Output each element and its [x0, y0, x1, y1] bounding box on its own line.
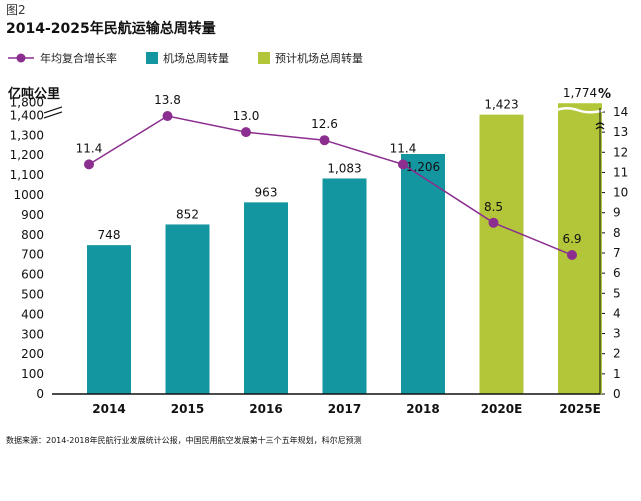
bar-value-label: 1,206: [406, 160, 440, 174]
bar-value-label: 748: [98, 228, 121, 242]
growth-line: 11.4 13.8 13.0 12.6 11.4 8.5 6.9: [76, 93, 582, 261]
growth-value-label: 6.9: [562, 232, 581, 246]
left-tick-label: 1,300: [10, 128, 44, 142]
bar: [165, 224, 210, 394]
right-tick-label: 6: [613, 266, 621, 280]
x-tick-label: 2014: [92, 402, 125, 416]
source-note: 数据来源：2014-2018年民航行业发展统计公报，中国民用航空发展第十三个五年…: [6, 435, 362, 445]
left-axis-ticks: 0 100 200 300 400 500 600 700 800 900 1000 1,100 1,2…: [10, 95, 44, 401]
left-tick-label: 1000: [13, 188, 44, 202]
growth-point: [162, 111, 173, 122]
bars: [87, 103, 605, 395]
left-tick-label: 1,100: [10, 168, 44, 182]
bar: [322, 178, 367, 394]
legend-forecast-swatch: [258, 52, 270, 64]
axes: [43, 106, 605, 395]
bar-value-label: 1,083: [327, 161, 361, 175]
growth-point: [241, 127, 251, 138]
bar-value-label: 963: [255, 185, 278, 199]
figure-label: 图2: [6, 3, 26, 17]
left-axis-title: 亿吨公里: [8, 86, 60, 102]
legend-line-marker: [16, 53, 26, 63]
x-tick-label: 2018: [406, 402, 439, 416]
left-tick-label: 1,400: [10, 108, 44, 122]
right-tick-label: 0: [613, 387, 621, 401]
left-tick-label: 700: [21, 248, 44, 262]
left-tick-label: 1,800: [10, 95, 44, 109]
left-axis-break: [43, 106, 63, 119]
x-axis-ticks: 2014 2015 2016 2017 2018 2020E 2025E: [92, 402, 601, 416]
x-tick-label: 2025E: [559, 402, 601, 416]
left-tick-label: 0: [36, 387, 44, 401]
right-tick-label: 9: [613, 206, 621, 220]
legend-label: 预计机场总周转量: [275, 51, 363, 65]
right-tick-label: 8: [613, 226, 621, 240]
bar-value-label: 1,774: [563, 86, 597, 100]
left-tick-label: 100: [21, 367, 44, 381]
bar: [558, 103, 602, 395]
bar-labels: 748 852 963 1,083 1,206 1,423 1,774: [98, 86, 598, 242]
bar-value-label: 852: [176, 207, 199, 221]
x-tick-label: 2017: [328, 402, 361, 416]
left-tick-label: 900: [21, 208, 44, 222]
right-tick-label: 4: [613, 306, 621, 320]
x-tick-label: 2015: [171, 402, 204, 416]
left-tick-label: 200: [21, 347, 44, 361]
right-axis-break: [595, 122, 605, 130]
bar: [87, 245, 131, 394]
left-tick-label: 800: [21, 228, 44, 242]
chart-title: 2014-2025年民航运输总周转量: [6, 20, 216, 37]
left-tick-label: 1,200: [10, 148, 44, 162]
growth-point: [567, 250, 577, 261]
x-tick-label: 2020E: [481, 402, 523, 416]
bar: [244, 202, 288, 394]
growth-value-label: 13.0: [233, 109, 260, 123]
growth-value-label: 8.5: [484, 200, 503, 214]
growth-value-label: 11.4: [76, 141, 103, 155]
right-tick-label: 2: [613, 347, 621, 361]
right-axis-title: %: [598, 87, 611, 102]
x-tick-label: 2016: [249, 402, 282, 416]
right-tick-label: 14: [613, 105, 628, 119]
right-tick-label: 13: [613, 125, 628, 139]
legend-label: 机场总周转量: [163, 51, 229, 65]
growth-value-label: 12.6: [311, 117, 338, 131]
right-tick-label: 1: [613, 367, 621, 381]
right-tick-label: 7: [613, 246, 621, 260]
right-tick-label: 10: [613, 186, 628, 200]
left-tick-label: 600: [21, 268, 44, 282]
left-tick-label: 400: [21, 307, 44, 321]
bar-break-mark: [555, 106, 605, 114]
legend-label: 年均复合增长率: [40, 51, 117, 65]
legend-bar-swatch: [146, 52, 158, 64]
growth-value-label: 11.4: [390, 141, 417, 155]
left-tick-label: 500: [21, 288, 44, 302]
right-tick-label: 11: [613, 165, 628, 179]
right-tick-label: 5: [613, 286, 621, 300]
growth-point: [398, 159, 408, 170]
growth-point: [488, 217, 499, 228]
right-tick-label: 3: [613, 327, 621, 341]
bar: [401, 154, 445, 394]
legend: 年均复合增长率 机场总周转量 预计机场总周转量: [8, 51, 363, 65]
right-tick-label: 12: [613, 145, 628, 159]
growth-value-label: 13.8: [154, 93, 181, 107]
left-tick-label: 300: [21, 327, 44, 341]
bar: [479, 114, 524, 394]
growth-point: [84, 159, 94, 170]
bar-value-label: 1,423: [484, 98, 518, 112]
growth-point: [319, 135, 330, 146]
